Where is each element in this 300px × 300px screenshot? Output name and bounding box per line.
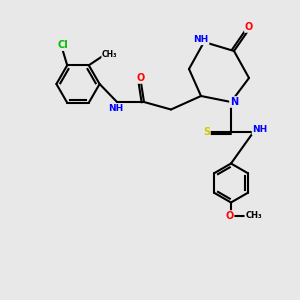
Text: Cl: Cl — [57, 40, 68, 50]
Text: CH₃: CH₃ — [245, 212, 262, 220]
Text: S: S — [203, 127, 210, 137]
Text: O: O — [137, 73, 145, 83]
Text: O: O — [225, 211, 234, 221]
Text: NH: NH — [108, 104, 123, 113]
Text: N: N — [230, 97, 238, 107]
Text: O: O — [245, 22, 253, 32]
Text: NH: NH — [194, 35, 208, 44]
Text: CH₃: CH₃ — [102, 50, 118, 59]
Text: NH: NH — [253, 125, 268, 134]
